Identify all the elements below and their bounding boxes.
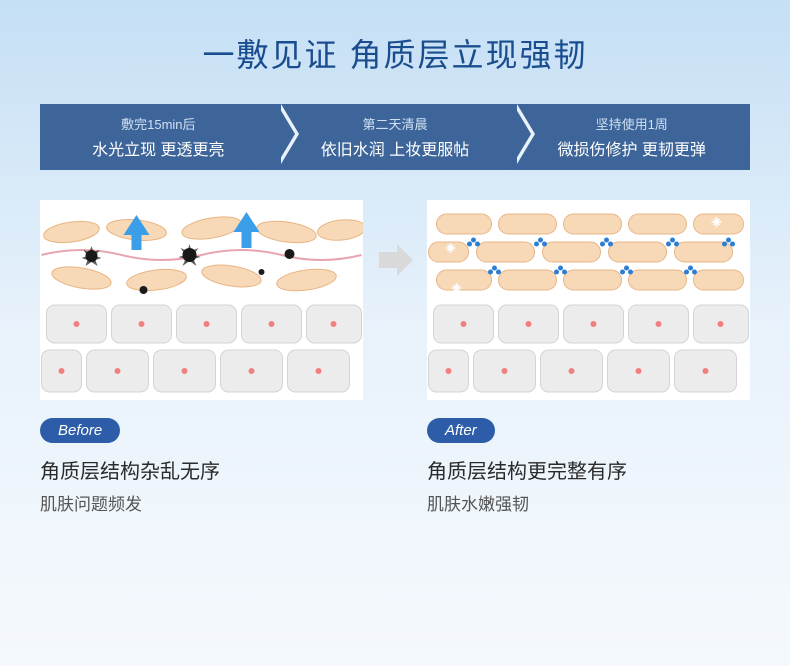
after-sub: 肌肤水嫩强韧 xyxy=(427,490,750,515)
step-2: 第二天清晨 依旧水润 上妆更服帖 xyxy=(277,104,514,170)
before-diagram xyxy=(40,200,363,400)
step-2-top: 第二天清晨 xyxy=(289,114,502,133)
compare-row xyxy=(40,200,750,400)
before-main: 角质层结构杂乱无序 xyxy=(40,455,363,484)
after-badge: After xyxy=(427,418,495,443)
step-1-bottom: 水光立现 更透更亮 xyxy=(52,136,265,160)
step-3-top: 坚持使用1周 xyxy=(525,114,738,133)
steps-bar: 敷完15min后 水光立现 更透更亮 第二天清晨 依旧水润 上妆更服帖 坚持使用… xyxy=(40,104,750,170)
after-diagram xyxy=(427,200,750,400)
before-label-col: Before 角质层结构杂乱无序 肌肤问题频发 xyxy=(40,418,363,515)
after-main: 角质层结构更完整有序 xyxy=(427,455,750,484)
step-1-top: 敷完15min后 xyxy=(52,114,265,133)
step-1: 敷完15min后 水光立现 更透更亮 xyxy=(40,104,277,170)
step-3: 坚持使用1周 微损伤修护 更韧更弹 xyxy=(513,104,750,170)
step-3-bottom: 微损伤修护 更韧更弹 xyxy=(525,136,738,160)
before-sub: 肌肤问题频发 xyxy=(40,490,363,515)
page-title: 一敷见证 角质层立现强韧 xyxy=(40,30,750,76)
after-label-col: After 角质层结构更完整有序 肌肤水嫩强韧 xyxy=(427,418,750,515)
before-panel xyxy=(40,200,363,400)
before-badge: Before xyxy=(40,418,120,443)
labels-row: Before 角质层结构杂乱无序 肌肤问题频发 After 角质层结构更完整有序… xyxy=(40,418,750,515)
after-panel xyxy=(427,200,750,400)
transition-arrow-icon xyxy=(375,240,415,280)
step-2-bottom: 依旧水润 上妆更服帖 xyxy=(289,136,502,160)
